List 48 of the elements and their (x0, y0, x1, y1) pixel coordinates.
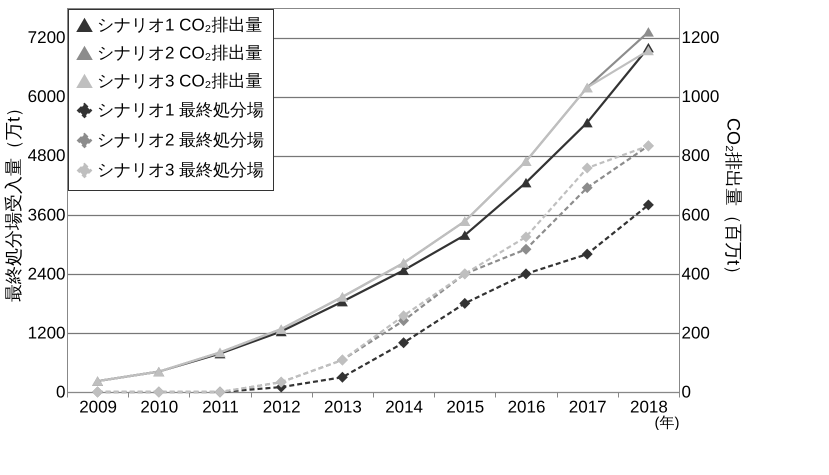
x-tick-label: 2014 (385, 398, 424, 416)
point (336, 372, 348, 383)
y-tick-label: 0 (56, 382, 66, 402)
point (520, 178, 532, 188)
point (642, 27, 654, 37)
point (459, 298, 470, 309)
point (582, 182, 593, 194)
x-tick-label: 2015 (446, 398, 484, 416)
legend-label: シナリオ1 最終処分場 (97, 100, 264, 120)
point (582, 248, 593, 260)
point (582, 118, 593, 128)
legend-label: シナリオ2 CO₂排出量 (97, 44, 262, 62)
y-tick-label: 2400 (28, 264, 66, 284)
x-tick-label: 2012 (262, 398, 301, 416)
point (459, 230, 470, 240)
y2-tick-label: 1000 (682, 87, 720, 106)
point (398, 337, 410, 348)
x-tick-label: 2018 (630, 398, 668, 416)
y2-tick-label: 1200 (682, 28, 720, 48)
y-axis-title: 最終処分場受入量（万t） (4, 98, 24, 302)
y2-tick-label: 400 (682, 264, 710, 284)
y2-tick-label: 600 (682, 205, 710, 224)
y-tick-label: 3600 (28, 205, 66, 224)
x-tick-label: 2017 (568, 398, 607, 416)
x-tick-label: 2016 (508, 398, 546, 416)
y-tick-label: 6000 (28, 87, 66, 106)
point (520, 244, 532, 255)
legend-label: シナリオ3 最終処分場 (97, 160, 264, 180)
legend-label: シナリオ3 CO₂排出量 (97, 72, 262, 90)
point (582, 162, 593, 174)
point (642, 199, 654, 210)
x-tick-label: 2011 (202, 398, 239, 416)
y-tick-label: 7200 (28, 28, 66, 48)
y-tick-label: 4800 (28, 146, 66, 166)
x-tick-label: 2010 (140, 398, 178, 416)
point (642, 46, 654, 56)
y2-axis-title: CO₂排出量（百万t） (723, 118, 744, 283)
y2-tick-label: 800 (682, 146, 710, 166)
x-tick-label: 2013 (324, 398, 362, 416)
y2-tick-label: 200 (682, 323, 710, 342)
legend-label: シナリオ2 最終処分場 (97, 130, 264, 150)
legend-label: シナリオ1 CO₂排出量 (97, 16, 262, 34)
y-tick-label: 1200 (28, 323, 66, 342)
point (520, 231, 532, 242)
y2-tick-label: 0 (682, 382, 691, 402)
point (398, 310, 410, 322)
x-tick-label: 2009 (79, 398, 118, 416)
point (520, 268, 532, 280)
